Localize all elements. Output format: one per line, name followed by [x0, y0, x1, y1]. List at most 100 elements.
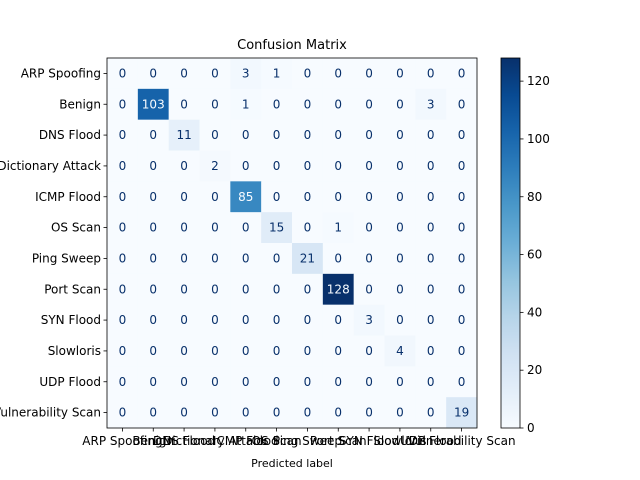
- heatmap-cell: [137, 119, 169, 151]
- heatmap-cell: [230, 397, 262, 429]
- cell-value-label: 0: [396, 251, 404, 265]
- heatmap-cell: [353, 119, 385, 151]
- cell-value-label: 0: [242, 375, 250, 389]
- x-tick-label: OS Scan: [252, 434, 302, 448]
- y-tick-label: DNS Flood: [39, 128, 101, 142]
- cell-value-label: 15: [269, 221, 284, 235]
- heatmap-cell: [199, 243, 231, 275]
- heatmap-cell: [168, 335, 200, 367]
- cell-value-label: 0: [304, 128, 312, 142]
- cell-value-label: 3: [365, 313, 373, 327]
- heatmap-cell: [292, 181, 324, 213]
- cell-value-label: 0: [334, 97, 342, 111]
- cell-value-label: 85: [238, 190, 253, 204]
- heatmap-cell: [199, 150, 231, 182]
- cell-value-label: 0: [304, 406, 312, 420]
- heatmap-cell: [415, 243, 447, 275]
- cell-value-label: 0: [242, 313, 250, 327]
- heatmap-cell: [107, 181, 139, 213]
- x-tick-label: Ping Sweep: [273, 434, 342, 448]
- cell-value-label: 0: [334, 66, 342, 80]
- heatmap-cell: [137, 243, 169, 275]
- heatmap-cell: [230, 304, 262, 336]
- heatmap-cell: [107, 119, 139, 151]
- heatmap-cell: [168, 243, 200, 275]
- cell-value-label: 19: [454, 406, 469, 420]
- cell-value-label: 0: [365, 66, 373, 80]
- heatmap-cell: [199, 273, 231, 305]
- heatmap-cell: [230, 212, 262, 244]
- cell-value-label: 0: [458, 97, 466, 111]
- colorbar-tick-label: 120: [527, 74, 550, 88]
- cell-value-label: 103: [142, 97, 165, 111]
- cell-value-label: 0: [458, 344, 466, 358]
- cell-value-label: 0: [427, 190, 435, 204]
- heatmap-cell: [261, 397, 293, 429]
- heatmap-cell: [230, 88, 262, 120]
- heatmap-cell: [446, 243, 478, 275]
- cell-value-label: 0: [427, 406, 435, 420]
- heatmap-cell: [446, 150, 478, 182]
- colorbar-ticks: 0 20 40 60 80 100 120: [520, 74, 550, 435]
- heatmap-cell: [261, 304, 293, 336]
- heatmap-cell: [199, 58, 231, 90]
- heatmap-cell: [353, 181, 385, 213]
- heatmap-cell: [137, 212, 169, 244]
- cell-value-label: 0: [180, 251, 188, 265]
- heatmap-cell: [446, 58, 478, 90]
- heatmap-cell: [230, 243, 262, 275]
- cell-value-label: 0: [273, 128, 281, 142]
- cell-value-label: 0: [334, 375, 342, 389]
- cell-value-label: 0: [304, 66, 312, 80]
- cell-value-label: 0: [427, 344, 435, 358]
- heatmap-cell: [261, 243, 293, 275]
- cell-value-label: 0: [365, 375, 373, 389]
- cell-value-label: 0: [119, 128, 127, 142]
- heatmap-cell: [415, 335, 447, 367]
- heatmap-cell: [107, 304, 139, 336]
- cell-value-label: 0: [211, 66, 219, 80]
- heatmap-cell: [415, 58, 447, 90]
- heatmap-cell: [446, 273, 478, 305]
- cell-value-label: 0: [458, 190, 466, 204]
- y-tick-label: Port Scan: [44, 282, 101, 296]
- heatmap-cell: [107, 366, 139, 398]
- cell-value-label: 0: [304, 221, 312, 235]
- y-tick-label: Slowloris: [48, 344, 101, 358]
- cell-value-label: 0: [458, 282, 466, 296]
- x-tick-label: ICMP Flood: [213, 434, 279, 448]
- heatmap-cell: [415, 150, 447, 182]
- cell-value-label: 0: [242, 406, 250, 420]
- heatmap-cell: [292, 119, 324, 151]
- cell-value-label: 0: [334, 251, 342, 265]
- cell-value-label: 0: [365, 282, 373, 296]
- cell-value-label: 0: [396, 159, 404, 173]
- heatmap-cell: [199, 181, 231, 213]
- cell-value-label: 0: [396, 128, 404, 142]
- cell-value-label: 1: [242, 97, 250, 111]
- heatmap-cell: [415, 212, 447, 244]
- y-tick-label: Vulnerability Scan: [0, 406, 101, 420]
- heatmap-cell: [230, 273, 262, 305]
- cell-value-label: 0: [365, 251, 373, 265]
- heatmap-cell: [353, 304, 385, 336]
- heatmap-cell: [415, 181, 447, 213]
- heatmap-cell: [261, 273, 293, 305]
- cell-value-label: 0: [273, 251, 281, 265]
- cell-value-label: 0: [273, 282, 281, 296]
- heatmap-cell: [199, 366, 231, 398]
- cell-value-label: 0: [180, 375, 188, 389]
- heatmap-cell: [199, 304, 231, 336]
- cell-value-label: 1: [273, 66, 281, 80]
- y-tick-label: UDP Flood: [39, 375, 101, 389]
- heatmap-cell: [107, 58, 139, 90]
- heatmap-cell: [261, 150, 293, 182]
- chart-title: Confusion Matrix: [237, 38, 347, 53]
- cell-value-label: 0: [242, 159, 250, 173]
- cell-value-label: 0: [119, 159, 127, 173]
- colorbar-tick-label: 40: [527, 305, 542, 319]
- x-tick-label: Vulnerability Scan: [408, 434, 516, 448]
- heatmap-cell: [199, 119, 231, 151]
- cell-value-label: 0: [119, 251, 127, 265]
